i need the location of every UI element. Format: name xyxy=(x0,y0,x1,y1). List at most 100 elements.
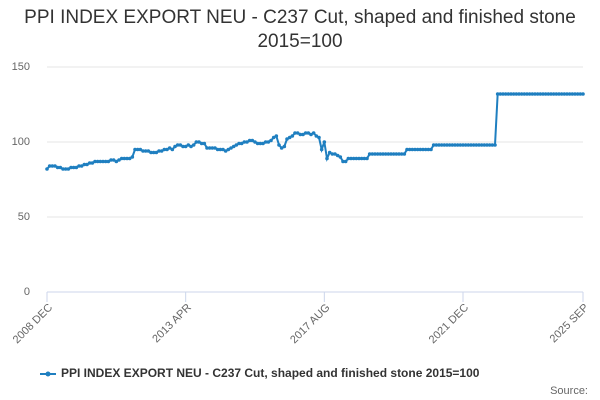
point xyxy=(210,146,215,150)
point xyxy=(77,164,81,168)
point xyxy=(527,92,532,96)
point xyxy=(351,156,356,161)
point xyxy=(122,156,127,161)
point xyxy=(525,92,529,96)
point xyxy=(69,165,73,170)
point xyxy=(562,92,567,96)
point xyxy=(234,143,239,147)
point xyxy=(581,92,585,96)
point xyxy=(367,152,372,156)
point xyxy=(389,152,393,156)
point xyxy=(167,146,172,150)
point xyxy=(279,146,284,150)
point xyxy=(346,156,351,161)
point xyxy=(493,143,497,147)
point xyxy=(461,143,465,147)
point xyxy=(322,140,327,144)
point xyxy=(341,159,345,164)
point xyxy=(197,140,201,144)
point xyxy=(301,132,305,137)
point xyxy=(53,164,57,168)
point xyxy=(541,92,545,96)
point xyxy=(466,143,471,147)
point xyxy=(378,152,383,156)
point xyxy=(250,138,255,143)
point xyxy=(138,147,143,152)
point xyxy=(45,167,49,171)
point xyxy=(477,143,481,147)
point xyxy=(178,143,183,147)
point xyxy=(207,146,212,150)
point xyxy=(338,155,343,159)
point xyxy=(71,165,76,170)
point xyxy=(549,92,553,96)
point xyxy=(229,146,233,150)
point xyxy=(82,162,87,167)
point xyxy=(485,143,489,147)
point xyxy=(343,159,348,164)
point xyxy=(410,147,415,152)
point xyxy=(253,140,257,144)
point xyxy=(135,147,140,152)
point xyxy=(226,147,231,152)
x-tick-label: 2017 AUG xyxy=(288,302,332,346)
point xyxy=(58,165,63,170)
point xyxy=(522,92,527,96)
point xyxy=(474,143,479,147)
point xyxy=(130,155,135,159)
point xyxy=(309,132,313,137)
point xyxy=(333,152,337,156)
point xyxy=(314,134,319,138)
point xyxy=(290,134,295,138)
point xyxy=(263,140,268,144)
point xyxy=(471,143,476,147)
point xyxy=(205,146,209,150)
point xyxy=(514,92,519,96)
point xyxy=(218,147,223,152)
point xyxy=(319,147,324,152)
point xyxy=(66,167,71,171)
point xyxy=(181,144,185,149)
point xyxy=(277,143,281,147)
point xyxy=(183,144,188,149)
point xyxy=(306,131,311,135)
point xyxy=(434,143,439,147)
point xyxy=(455,143,460,147)
point xyxy=(538,92,543,96)
point xyxy=(397,152,401,156)
point xyxy=(570,92,575,96)
legend-label: PPI INDEX EXPORT NEU - C237 Cut, shaped … xyxy=(61,366,480,380)
point xyxy=(85,162,89,167)
point xyxy=(95,159,100,164)
point xyxy=(114,159,119,164)
point xyxy=(162,147,167,152)
point xyxy=(245,140,249,144)
point xyxy=(165,147,169,152)
point xyxy=(159,149,164,153)
x-tick-label: 2013 APR xyxy=(150,302,194,346)
point xyxy=(87,161,92,165)
point xyxy=(442,143,447,147)
point xyxy=(450,143,455,147)
point xyxy=(565,92,569,96)
point xyxy=(231,144,236,149)
point xyxy=(354,156,359,161)
point xyxy=(495,92,500,96)
point xyxy=(405,147,409,152)
point xyxy=(509,92,513,96)
point xyxy=(439,143,444,147)
point xyxy=(359,156,364,161)
point xyxy=(119,156,124,161)
point xyxy=(149,150,153,155)
y-tick-label: 100 xyxy=(12,136,30,148)
point xyxy=(399,152,404,156)
point xyxy=(274,134,279,138)
point xyxy=(423,147,428,152)
point xyxy=(578,92,583,96)
point xyxy=(517,92,521,96)
point xyxy=(146,149,151,153)
point xyxy=(127,156,132,161)
point xyxy=(567,92,572,96)
